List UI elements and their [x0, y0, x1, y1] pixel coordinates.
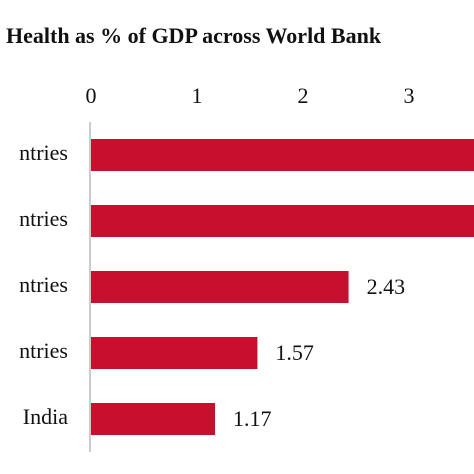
value-label: 1.17 — [233, 406, 272, 431]
value-label: 2.43 — [367, 274, 406, 299]
x-tick-label: 1 — [192, 83, 203, 108]
x-tick-label: 2 — [298, 83, 309, 108]
y-tick-label: ntries — [19, 272, 68, 297]
y-tick-label: India — [23, 404, 68, 429]
value-label: 1.57 — [275, 340, 314, 365]
x-tick-label: 0 — [86, 83, 97, 108]
bar — [91, 271, 349, 303]
y-tick-label: ntries — [19, 206, 68, 231]
bar — [91, 205, 474, 237]
y-tick-label: ntries — [19, 338, 68, 363]
bar — [91, 139, 474, 171]
bar — [91, 403, 216, 435]
bar — [91, 337, 258, 369]
x-tick-label: 3 — [404, 83, 415, 108]
y-tick-label: ntries — [19, 140, 68, 165]
chart-title: Health as % of GDP across World Bank — [6, 23, 382, 48]
